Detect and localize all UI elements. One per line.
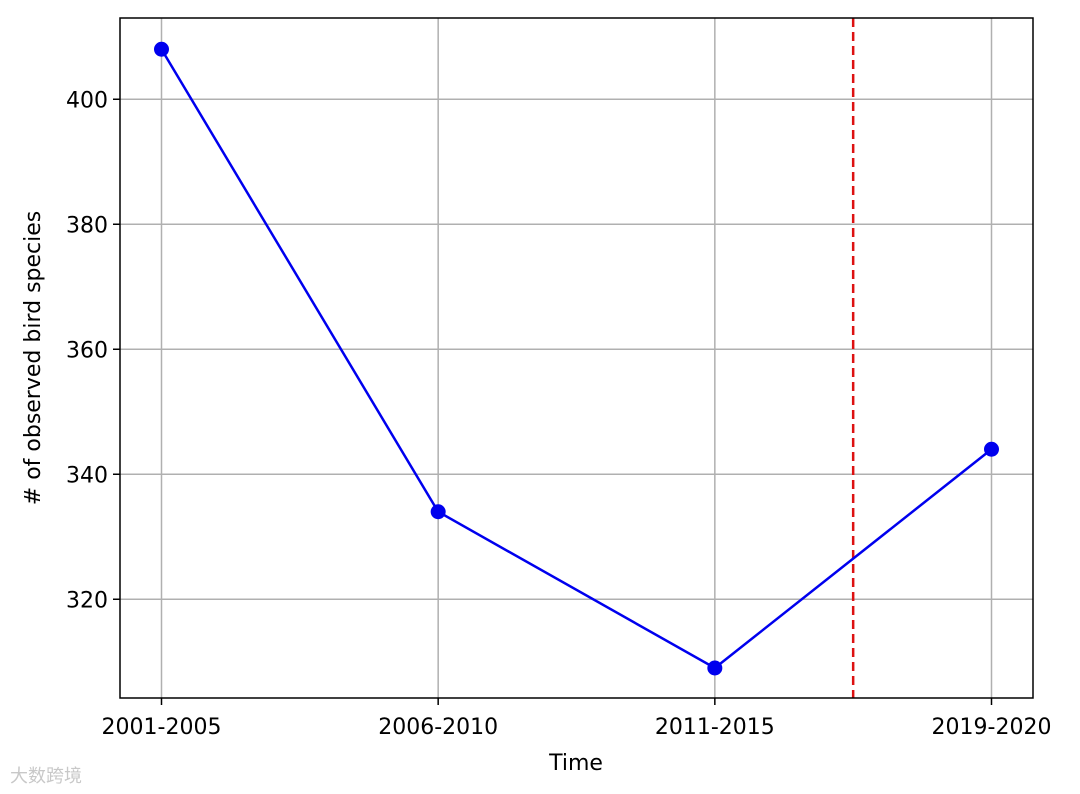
x-axis-label: Time — [548, 751, 603, 776]
data-point — [984, 441, 999, 457]
x-tick-label: 2011-2015 — [655, 715, 775, 740]
x-tick-label: 2019-2020 — [932, 715, 1052, 740]
y-tick-label: 320 — [66, 588, 108, 613]
data-line — [160, 48, 993, 670]
axes-frame — [119, 17, 1034, 699]
y-tick-label: 400 — [66, 88, 108, 113]
y-tick-label: 340 — [66, 463, 108, 488]
data-point — [430, 504, 446, 520]
x-tick-label: 2001-2005 — [102, 715, 222, 740]
y-axis-label: # of observed bird species — [21, 211, 46, 505]
grid — [120, 18, 1033, 698]
y-tick-label: 360 — [66, 338, 108, 363]
data-point — [707, 660, 723, 676]
x-tick-label: 2006-2010 — [378, 715, 498, 740]
y-tick-label: 380 — [66, 213, 108, 238]
data-point — [154, 41, 169, 57]
plot-area — [154, 18, 999, 698]
watermark: 大数跨境 — [10, 766, 82, 787]
